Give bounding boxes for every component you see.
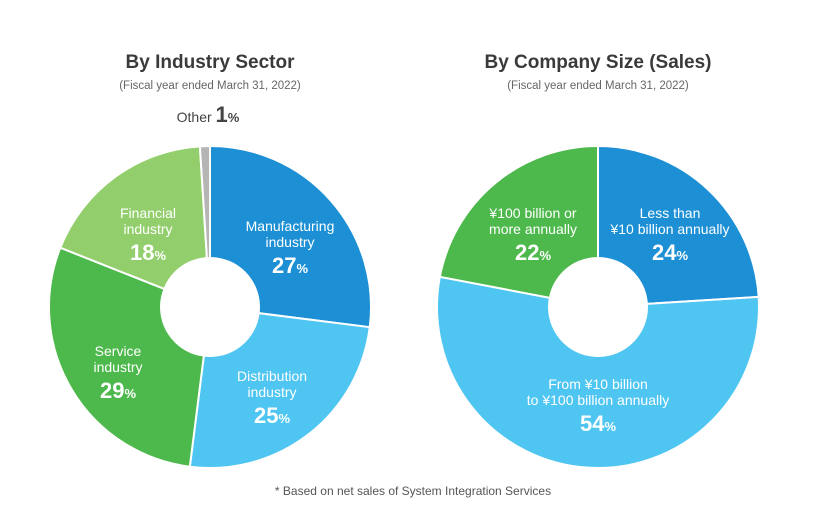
chart-title-industry-sector: By Industry Sector bbox=[125, 52, 295, 73]
svg-text:27%: 27% bbox=[272, 253, 308, 278]
svg-text:From ¥10 billion: From ¥10 billion bbox=[548, 376, 648, 392]
svg-text:22%: 22% bbox=[515, 240, 551, 265]
svg-text:to ¥100 billion annually: to ¥100 billion annually bbox=[527, 392, 669, 408]
svg-text:industry: industry bbox=[123, 221, 172, 237]
size-label-less-than-10-billion-annually: Less than¥10 billion annually 24% bbox=[609, 205, 729, 265]
svg-text:¥100 billion or: ¥100 billion or bbox=[488, 205, 577, 221]
svg-text:29%: 29% bbox=[100, 378, 136, 403]
footnote: * Based on net sales of System Integrati… bbox=[274, 484, 552, 498]
size-donut-hole bbox=[548, 257, 648, 357]
svg-text:Less than: Less than bbox=[640, 205, 701, 221]
svg-text:Distribution: Distribution bbox=[237, 368, 307, 384]
svg-text:industry: industry bbox=[247, 384, 296, 400]
svg-text:Other 1%: Other 1% bbox=[177, 102, 240, 127]
size-slice-from-10-billion-to-100-billion-annually bbox=[436, 275, 760, 469]
svg-text:24%: 24% bbox=[652, 240, 688, 265]
chart-title-company-size: By Company Size (Sales) bbox=[484, 52, 712, 73]
svg-text:¥10 billion annually: ¥10 billion annually bbox=[609, 221, 729, 237]
svg-text:25%: 25% bbox=[254, 403, 290, 428]
svg-text:Manufacturing: Manufacturing bbox=[246, 218, 335, 234]
svg-text:industry: industry bbox=[93, 359, 142, 375]
svg-text:Financial: Financial bbox=[120, 205, 176, 221]
industry-donut-hole bbox=[160, 257, 260, 357]
svg-text:industry: industry bbox=[265, 234, 314, 250]
industry-label-other: Other 1% bbox=[177, 102, 240, 127]
svg-text:54%: 54% bbox=[580, 411, 616, 436]
chart-subtitle-industry-sector: (Fiscal year ended March 31, 2022) bbox=[119, 80, 301, 92]
industry-slice-financial-industry bbox=[59, 145, 212, 309]
chart-subtitle-company-size: (Fiscal year ended March 31, 2022) bbox=[507, 80, 689, 92]
size-slice-less-than-10-billion-annually bbox=[597, 144, 760, 309]
svg-text:Service: Service bbox=[95, 343, 142, 359]
svg-text:more annually: more annually bbox=[489, 221, 577, 237]
svg-text:18%: 18% bbox=[130, 240, 166, 265]
size-slice-100-billion-or-more-annually bbox=[438, 144, 599, 309]
